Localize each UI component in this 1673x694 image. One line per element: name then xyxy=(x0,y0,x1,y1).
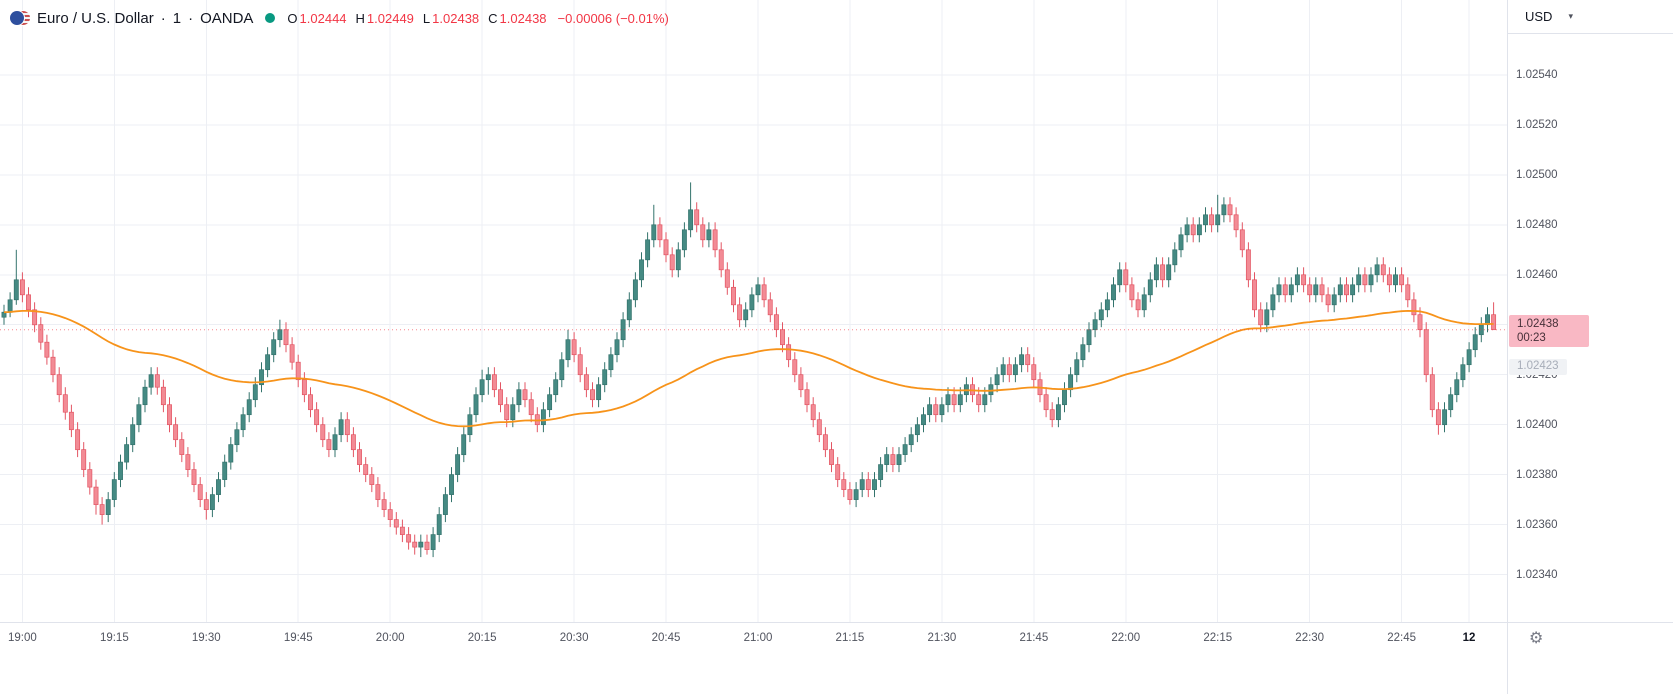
price-axis-label: 1.02520 xyxy=(1516,118,1558,131)
price-chart[interactable] xyxy=(0,0,1507,622)
separator: · xyxy=(188,9,194,27)
time-axis-label-date: 12 xyxy=(1462,632,1476,644)
market-status-dot-icon xyxy=(265,13,276,23)
close-value: C 1.02438 xyxy=(488,10,547,26)
time-axis-label: 22:00 xyxy=(1111,632,1141,644)
time-axis-label: 20:45 xyxy=(651,632,681,644)
symbol-name: Euro / U.S. Dollar xyxy=(37,9,154,27)
candles-layer xyxy=(1,182,1497,558)
currency-selector[interactable]: USD ▾ xyxy=(1508,0,1673,34)
time-axis-label: 19:45 xyxy=(283,632,313,644)
time-axis-label: 20:00 xyxy=(375,632,405,644)
current-price-label: 1.02438 00:23 xyxy=(1509,314,1589,347)
bar-countdown: 00:23 xyxy=(1517,331,1546,344)
ma-line xyxy=(3,309,1494,428)
price-axis-label: 1.02500 xyxy=(1516,168,1558,181)
price-axis-label: 1.02460 xyxy=(1516,268,1558,281)
symbol-title[interactable]: Euro / U.S. Dollar · 1 · OANDA xyxy=(10,9,253,27)
price-axis-label: 1.02400 xyxy=(1516,418,1558,431)
time-axis-label: 21:45 xyxy=(1019,632,1049,644)
chart-plot-area[interactable]: Euro / U.S. Dollar · 1 · OANDA O 1.02444 … xyxy=(0,0,1507,622)
ohlc-values: O 1.02444 H 1.02449 L 1.02438 C 1.02438 −0.0… xyxy=(287,11,668,26)
time-axis[interactable]: ⚙ 19:00 19:15 19:30 19:45 20:00 20:15 20:30 20:… xyxy=(0,622,1673,694)
price-axis[interactable]: USD ▾ 1.02438 00:23 1.02423 1.02540 1.025… xyxy=(1507,0,1673,622)
high-value: H 1.02449 xyxy=(355,10,414,26)
time-axis-label: 22:15 xyxy=(1203,632,1233,644)
time-axis-label: 22:30 xyxy=(1295,632,1325,644)
time-axis-label: 21:00 xyxy=(743,632,773,644)
exchange-label: OANDA xyxy=(200,9,254,27)
price-axis-label: 1.02360 xyxy=(1516,518,1558,531)
chart-legend: Euro / U.S. Dollar · 1 · OANDA O 1.02444 … xyxy=(10,9,669,27)
change-value: −0.00006 (−0.01%) xyxy=(557,10,669,26)
open-value: O 1.02444 xyxy=(287,10,347,26)
price-axis-label: 1.02340 xyxy=(1516,568,1558,581)
grid-layer xyxy=(0,0,1507,622)
price-axis-label: 1.02380 xyxy=(1516,468,1558,481)
time-axis-label: 20:30 xyxy=(559,632,589,644)
price-axis-label: 1.02480 xyxy=(1516,218,1558,231)
currency-label: USD xyxy=(1525,9,1553,24)
time-axis-label: 19:00 xyxy=(7,632,37,644)
interval-label: 1 xyxy=(172,9,182,27)
separator: · xyxy=(160,9,166,27)
time-axis-label: 20:15 xyxy=(467,632,497,644)
time-axis-label: 19:30 xyxy=(191,632,221,644)
time-axis-label: 21:30 xyxy=(927,632,957,644)
time-axis-label: 22:45 xyxy=(1387,632,1417,644)
settings-gear-icon[interactable]: ⚙ xyxy=(1529,630,1544,647)
price-axis-label: 1.02540 xyxy=(1516,68,1558,81)
chevron-down-icon: ▾ xyxy=(1568,11,1573,21)
time-axis-label: 21:15 xyxy=(835,632,865,644)
prev-close-label: 1.02423 xyxy=(1509,359,1567,376)
symbol-logo-icon xyxy=(10,9,30,27)
axis-corner-separator xyxy=(1507,623,1508,694)
current-price-value: 1.02438 xyxy=(1517,317,1559,330)
low-value: L 1.02438 xyxy=(422,10,480,26)
time-axis-label: 19:15 xyxy=(99,632,129,644)
